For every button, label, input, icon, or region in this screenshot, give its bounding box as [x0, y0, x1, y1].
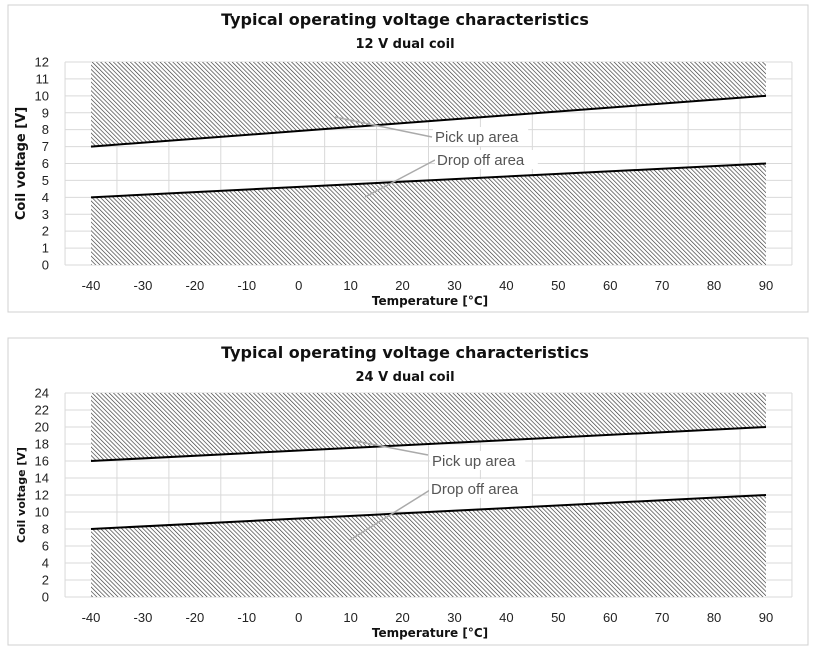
x-tick-label: 0 [295, 278, 302, 293]
y-tick-label: 8 [42, 122, 49, 137]
area-pick-up [91, 62, 766, 147]
y-tick-label: 4 [42, 190, 49, 205]
x-tick-label: 90 [759, 278, 773, 293]
x-tick-label: 70 [655, 278, 669, 293]
annotation-label: Pick up area [435, 129, 519, 146]
x-tick-label: 0 [295, 610, 302, 625]
y-tick-label: 11 [36, 71, 50, 86]
y-tick-label: 24 [35, 386, 49, 401]
annotation-bg [429, 479, 532, 498]
y-tick-label: 3 [42, 207, 49, 222]
y-tick-label: 16 [35, 454, 49, 469]
x-tick-label: 50 [551, 278, 565, 293]
chart-subtitle: 24 V dual coil [355, 370, 454, 385]
x-tick-label: 10 [343, 278, 357, 293]
y-tick-label: 0 [42, 590, 49, 605]
annotation-leader [349, 489, 431, 541]
y-tick-label: 5 [42, 173, 49, 188]
y-tick-label: 2 [42, 224, 49, 239]
x-tick-label: 20 [395, 610, 409, 625]
annotation-bg [430, 451, 526, 470]
annotation-label: Drop off area [437, 152, 525, 169]
annotation-label: Pick up area [432, 453, 516, 470]
area-pick-up [91, 393, 766, 461]
x-tick-label: 40 [499, 610, 513, 625]
x-tick-label: -40 [82, 278, 101, 293]
annotation-bg [433, 127, 529, 146]
series-line [90, 94, 767, 148]
x-tick-label: 80 [707, 610, 721, 625]
annotation-leader [334, 116, 433, 138]
y-tick-label: 12 [35, 488, 49, 503]
y-tick-label: 14 [35, 471, 49, 486]
y-tick-label: 9 [42, 105, 49, 120]
x-tick-label: 70 [655, 610, 669, 625]
x-tick-label: 30 [447, 278, 461, 293]
y-tick-label: 1 [42, 241, 49, 256]
y-tick-label: 12 [35, 55, 49, 70]
x-axis-label: Temperature [°C] [372, 294, 488, 308]
x-tick-label: -20 [185, 610, 204, 625]
series-line [90, 494, 767, 530]
annotation-leader [364, 159, 436, 198]
y-tick-label: 6 [42, 539, 49, 554]
x-tick-label: 90 [759, 610, 773, 625]
x-tick-label: 60 [603, 610, 617, 625]
x-tick-label: -10 [237, 278, 256, 293]
y-tick-label: 6 [42, 156, 49, 171]
y-tick-label: 18 [35, 437, 49, 452]
x-tick-label: 40 [499, 278, 513, 293]
annotation-bg [435, 150, 538, 169]
chart-title: Typical operating voltage characteristic… [221, 10, 589, 29]
x-tick-label: -30 [134, 278, 153, 293]
y-tick-label: 2 [42, 573, 49, 588]
x-tick-label: 50 [551, 610, 565, 625]
x-tick-label: 60 [603, 278, 617, 293]
chart-title: Typical operating voltage characteristic… [221, 343, 589, 362]
x-tick-label: 80 [707, 278, 721, 293]
x-axis-label: Temperature [°C] [372, 626, 488, 640]
annotation-leader [349, 439, 429, 456]
y-tick-label: 10 [35, 88, 49, 103]
y-axis-label: Coil voltage [V] [15, 447, 28, 543]
series-line [90, 426, 767, 462]
y-tick-label: 0 [42, 258, 49, 273]
x-tick-label: -40 [82, 610, 101, 625]
y-tick-label: 4 [42, 556, 49, 571]
x-tick-label: 30 [447, 610, 461, 625]
y-tick-label: 22 [35, 403, 49, 418]
y-tick-label: 10 [35, 505, 49, 520]
annotation-label: Drop off area [431, 481, 519, 498]
y-tick-label: 20 [35, 420, 49, 435]
x-tick-label: 20 [395, 278, 409, 293]
x-tick-label: -20 [185, 278, 204, 293]
y-tick-label: 7 [42, 139, 49, 154]
series-line [90, 162, 767, 199]
x-tick-label: -30 [134, 610, 153, 625]
x-tick-label: -10 [237, 610, 256, 625]
y-axis-label: Coil voltage [V] [14, 107, 29, 220]
x-tick-label: 10 [343, 610, 357, 625]
chart-subtitle: 12 V dual coil [355, 37, 454, 52]
y-tick-label: 8 [42, 522, 49, 537]
